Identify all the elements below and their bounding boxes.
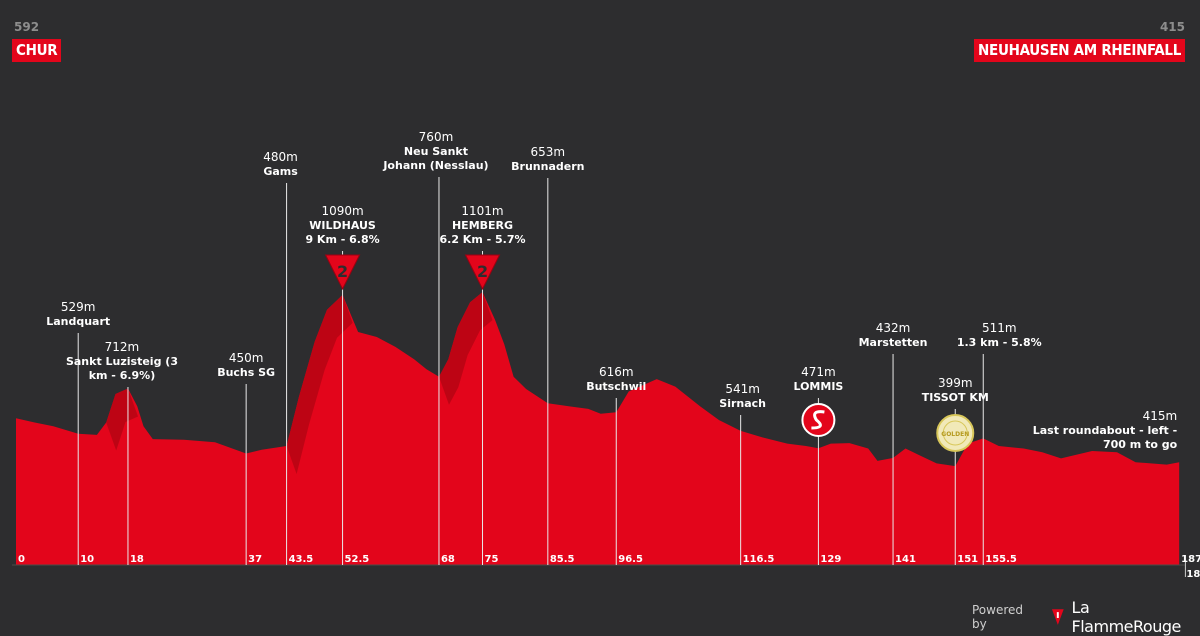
point-name-label: Sirnach bbox=[719, 397, 766, 410]
powered-by-text: Powered by bbox=[972, 603, 1024, 631]
km-tick-label: 129 bbox=[820, 554, 841, 565]
climb-shade-hemberg bbox=[439, 292, 493, 405]
point-elevation-label: 471m bbox=[801, 365, 836, 379]
golden-km-text: GOLDEN bbox=[941, 431, 969, 438]
brand-name: La FlammeRouge bbox=[1071, 598, 1182, 636]
point-name2-label: 6.2 Km - 5.7% bbox=[439, 233, 525, 246]
point-name-label: Neu Sankt bbox=[404, 145, 468, 158]
km-tick-label: 10 bbox=[80, 554, 94, 565]
climb-shade-wildhaus bbox=[286, 294, 353, 474]
point-name-label: Last roundabout - left - bbox=[1033, 424, 1177, 437]
profile-area bbox=[16, 292, 1180, 565]
km-tick-label: 187 bbox=[1181, 554, 1200, 565]
point-elevation-label: 712m bbox=[105, 340, 140, 354]
climb-shade-luzisteig bbox=[106, 388, 138, 451]
point-name-label: LOMMIS bbox=[793, 380, 843, 393]
start-elevation: 592 bbox=[14, 20, 40, 34]
point-elevation-label: 511m bbox=[982, 321, 1017, 335]
km-tick-label: 151 bbox=[957, 554, 978, 565]
point-name-label: Marstetten bbox=[859, 336, 928, 349]
point-name-label: HEMBERG bbox=[452, 219, 513, 232]
start-town-badge: CHUR bbox=[12, 39, 62, 62]
point-name-label: 1.3 km - 5.8% bbox=[957, 336, 1042, 349]
finish-elevation: 415 bbox=[1159, 20, 1185, 34]
point-elevation-label: 541m bbox=[725, 382, 760, 396]
point-name-label: Buchs SG bbox=[217, 366, 275, 379]
kom-category-text: 2 bbox=[337, 262, 348, 281]
golden-km-icon bbox=[936, 414, 975, 452]
point-name2-label: 9 Km - 6.8% bbox=[305, 233, 379, 246]
km-tick-label: 155.5 bbox=[985, 554, 1017, 565]
point-elevation-label: 415m bbox=[1143, 409, 1178, 423]
finish-town-badge: NEUHAUSEN AM RHEINFALL bbox=[974, 39, 1185, 62]
point-elevation-label: 1090m bbox=[321, 204, 363, 218]
km-tick-label: 37 bbox=[248, 554, 262, 565]
km-tick-label: 18 bbox=[130, 554, 144, 565]
footer-credit: Powered by La FlammeRouge bbox=[972, 598, 1200, 636]
sprint-icon-s bbox=[811, 410, 825, 430]
point-elevation-label: 480m bbox=[263, 150, 298, 164]
point-elevation-label: 653m bbox=[531, 145, 566, 159]
point-name2-label: Johann (Nesslau) bbox=[382, 159, 488, 172]
point-name-label: Gams bbox=[263, 165, 298, 178]
km-tick-label: 43.5 bbox=[289, 554, 314, 565]
km-tick-label: 52.5 bbox=[345, 554, 370, 565]
total-distance-label: 188 bbox=[1186, 569, 1200, 580]
km-tick-label: 68 bbox=[441, 554, 455, 565]
point-elevation-label: 450m bbox=[229, 351, 264, 365]
point-elevation-label: 399m bbox=[938, 376, 973, 390]
flamme-rouge-logo-icon bbox=[1051, 609, 1064, 625]
point-elevation-label: 529m bbox=[61, 300, 96, 314]
kom-category-text: 2 bbox=[477, 262, 488, 281]
point-elevation-label: 1101m bbox=[461, 204, 503, 218]
point-elevation-label: 432m bbox=[876, 321, 911, 335]
km-tick-label: 0 bbox=[18, 554, 25, 565]
point-name-label: Butschwil bbox=[586, 380, 646, 393]
point-name-label: Brunnadern bbox=[511, 160, 584, 173]
km-tick-label: 85.5 bbox=[550, 554, 575, 565]
km-tick-label: 116.5 bbox=[743, 554, 775, 565]
point-name2-label: 700 m to go bbox=[1103, 438, 1178, 451]
km-tick-label: 141 bbox=[895, 554, 916, 565]
golden-km-ring bbox=[942, 420, 968, 446]
km-tick-label: 75 bbox=[485, 554, 499, 565]
kom-category-icon bbox=[464, 254, 501, 291]
point-elevation-label: 616m bbox=[599, 365, 634, 379]
km-tick-label: 96.5 bbox=[618, 554, 643, 565]
point-name-label: TISSOT KM bbox=[922, 391, 989, 404]
point-name2-label: km - 6.9%) bbox=[89, 369, 156, 382]
point-elevation-label: 760m bbox=[419, 130, 454, 144]
point-name-label: Landquart bbox=[46, 315, 110, 328]
point-name-label: WILDHAUS bbox=[309, 219, 376, 232]
kom-category-icon bbox=[324, 254, 361, 291]
point-name-label: Sankt Luzisteig (3 bbox=[66, 355, 178, 368]
